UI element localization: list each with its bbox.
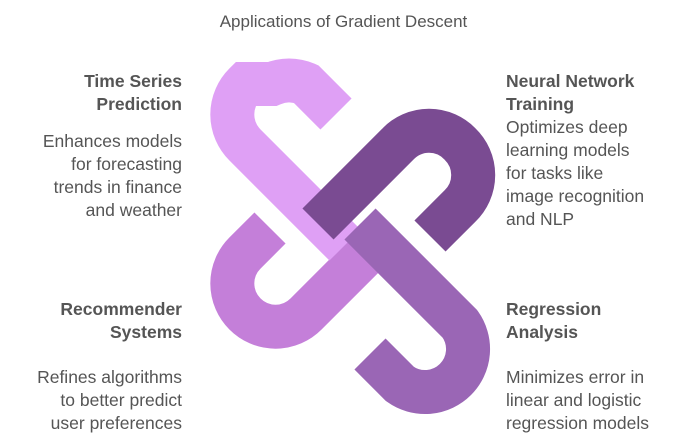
loop-top-right: [302, 108, 496, 252]
loop-top-left: [210, 58, 361, 261]
quadrant-heading: Regression Analysis: [506, 299, 602, 342]
quadrant-description: Refines algorithms to better predict use…: [37, 367, 182, 433]
quadrant-heading: Recommender Systems: [60, 299, 182, 342]
quadrant-top-right: Neural Network Training Optimizes deep l…: [506, 70, 681, 231]
quadrant-bottom-left: Recommender Systems Refines algorithms t…: [10, 298, 182, 435]
quadrant-description: Enhances models for forecasting trends i…: [42, 131, 182, 220]
diagram-title: Applications of Gradient Descent: [219, 12, 468, 31]
quadrant-heading: Time Series Prediction: [84, 71, 182, 114]
quadrant-heading: Neural Network Training: [506, 71, 635, 114]
quadrant-bottom-right: Regression Analysis Minimizes error in l…: [506, 298, 681, 435]
quadrant-top-left: Time Series Prediction Enhances models f…: [10, 70, 182, 222]
quadrant-description: Optimizes deep learning models for tasks…: [506, 117, 645, 229]
loop-bottom-left: [210, 212, 391, 349]
loop-bottom-right: [344, 208, 491, 415]
quadrant-description: Minimizes error in linear and logistic r…: [506, 367, 649, 433]
